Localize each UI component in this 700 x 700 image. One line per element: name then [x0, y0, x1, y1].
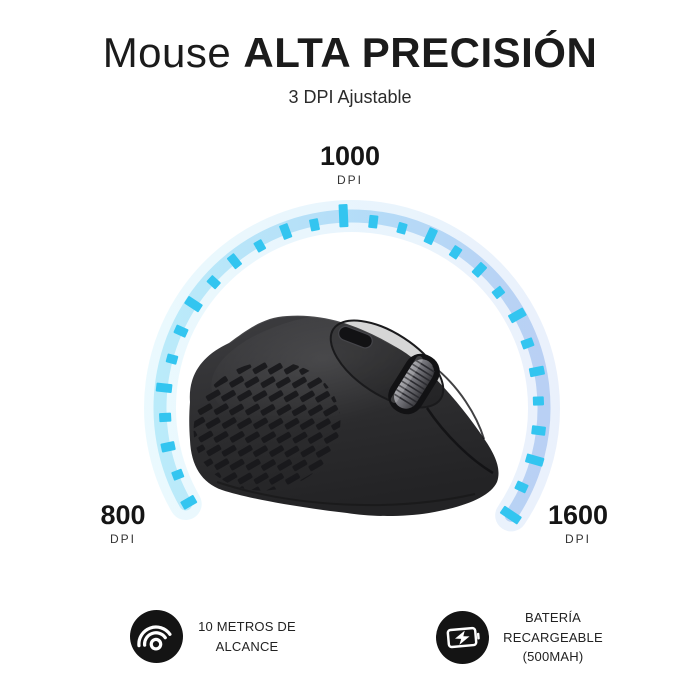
dpi-label-1600: 1600 DPI: [518, 500, 638, 547]
gauge-tick: [491, 285, 506, 299]
gauge-band: [153, 209, 551, 522]
gauge-tick: [155, 382, 173, 394]
dpi-value-top: 1000: [319, 141, 381, 171]
gauge-tick: [528, 365, 545, 378]
gauge-ticks: [155, 204, 546, 525]
button-seam: [425, 407, 494, 475]
dpi-unit-right: DPI: [564, 532, 591, 546]
gauge-tick: [206, 275, 221, 290]
gauge-tick: [171, 468, 185, 481]
gauge-tick: [531, 425, 546, 436]
gauge-tick: [338, 204, 349, 228]
title-product-word: Mouse: [102, 29, 244, 76]
gauge-tick: [514, 480, 529, 494]
grip-texture: [193, 361, 341, 491]
dpi-button: [338, 325, 373, 349]
gauge-tick: [508, 307, 527, 324]
title-highlight: ALTA PRECISIÓN: [243, 29, 598, 76]
gauge-tick: [227, 253, 242, 270]
dpi-unit-left: DPI: [109, 532, 136, 546]
gauge-tick: [423, 227, 438, 245]
dpi-label-800: 800 DPI: [63, 500, 183, 547]
gauge-tick: [368, 214, 379, 229]
dpi-value-right: 1600: [547, 500, 609, 530]
feature-wireless-range: 10 METROS DE ALCANCE: [130, 610, 297, 663]
gauge-tick: [184, 296, 203, 313]
feature-battery: BATERÍA RECARGEABLE (500MAH): [436, 608, 603, 667]
feature-text-range: 10 METROS DE ALCANCE: [198, 619, 296, 654]
page-subtitle: 3 DPI Ajustable: [288, 87, 412, 107]
feature-text-battery: BATERÍA RECARGEABLE (500MAH): [503, 610, 603, 664]
gauge-tick: [173, 324, 189, 338]
feature-badge: [130, 610, 183, 663]
shell-seam: [432, 365, 485, 440]
dpi-label-1000: 1000 DPI: [0, 141, 700, 188]
mouse-product-image: [189, 312, 499, 516]
mouse-body: [189, 312, 499, 516]
scroll-wheel: [388, 353, 440, 415]
rechargeable-battery-icon: [446, 626, 480, 648]
gauge-tick: [180, 495, 198, 510]
feature-badge: [436, 610, 489, 664]
gauge-tick: [525, 453, 545, 467]
gauge-tick: [471, 262, 488, 278]
gauge-tick: [160, 441, 176, 453]
gauge-tick: [279, 223, 293, 240]
gauge-tick: [520, 337, 535, 350]
gauge-tick: [532, 396, 545, 406]
wireless-range-icon: [137, 625, 172, 651]
gauge-tick: [448, 245, 463, 260]
gauge-tick: [159, 412, 172, 423]
dpi-unit-top: DPI: [336, 173, 363, 187]
gauge-tick: [253, 239, 267, 253]
gauge-tick: [165, 353, 179, 365]
gauge-tick: [309, 218, 320, 232]
dpi-value-left: 800: [100, 500, 146, 530]
gauge-tick: [499, 505, 522, 525]
page-title: Mouse ALTA PRECISIÓN: [0, 29, 700, 76]
gauge-tick: [396, 222, 408, 235]
